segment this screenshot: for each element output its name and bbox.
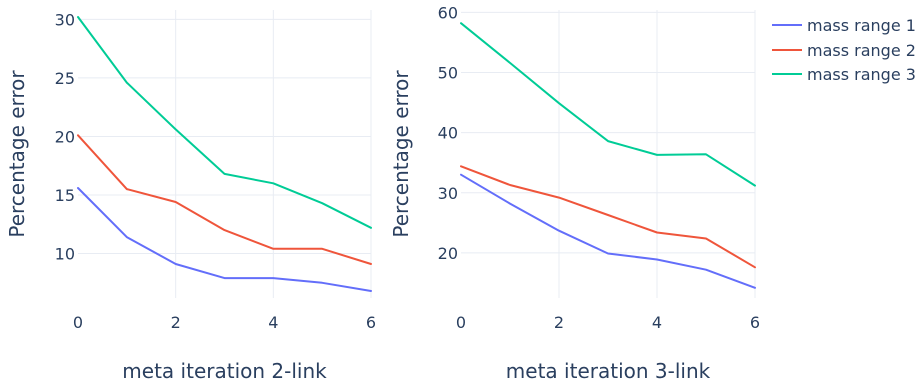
chart-panel-3-link: 0 2 4 6 20 30 40 50 60 Percentage error meta itera…: [389, 3, 760, 381]
y-tick-label: 15: [55, 186, 75, 205]
y-tick-label: 50: [438, 64, 458, 83]
x-tick-label: 4: [652, 313, 662, 332]
x-tick-label: 6: [750, 313, 760, 332]
series-line-mass-range-1: [77, 187, 372, 292]
x-tick-label: 2: [171, 313, 181, 332]
legend-item-mass-range-1[interactable]: mass range 1: [772, 16, 916, 35]
series-line-mass-range-2: [460, 165, 756, 269]
x-tick-label: 0: [456, 313, 466, 332]
x-axis-title: meta iteration 3-link: [506, 359, 711, 381]
x-tick-label: 4: [268, 313, 278, 332]
legend-item-mass-range-3[interactable]: mass range 3: [772, 65, 916, 84]
legend: mass range 1 mass range 2 mass range 3: [772, 16, 916, 84]
y-tick-label: 25: [55, 69, 75, 88]
y-tick-label: 60: [438, 3, 458, 22]
legend-label-mass-range-1: mass range 1: [807, 16, 916, 35]
y-axis-title: Percentage error: [389, 70, 413, 238]
y-tick-label: 30: [55, 10, 75, 29]
y-tick-label: 40: [438, 124, 458, 143]
chart-panel-2-link: 0 2 4 6 10 15 20 25 30 Percentage error meta itera…: [5, 10, 376, 381]
x-tick-label: 2: [554, 313, 564, 332]
y-axis-title: Percentage error: [5, 70, 29, 238]
legend-label-mass-range-2: mass range 2: [807, 41, 916, 60]
x-axis-title: meta iteration 2-link: [122, 359, 327, 381]
y-tick-label: 10: [55, 245, 75, 264]
y-tick-label: 20: [438, 244, 458, 263]
series-line-mass-range-3: [460, 22, 756, 187]
series-line-mass-range-3: [77, 16, 372, 229]
legend-label-mass-range-3: mass range 3: [807, 65, 916, 84]
y-tick-label: 20: [55, 127, 75, 146]
legend-item-mass-range-2[interactable]: mass range 2: [772, 41, 916, 60]
x-tick-label: 0: [73, 313, 83, 332]
y-tick-label: 30: [438, 184, 458, 203]
series-line-mass-range-2: [77, 134, 372, 265]
series-line-mass-range-1: [460, 173, 756, 289]
x-tick-label: 6: [366, 313, 376, 332]
